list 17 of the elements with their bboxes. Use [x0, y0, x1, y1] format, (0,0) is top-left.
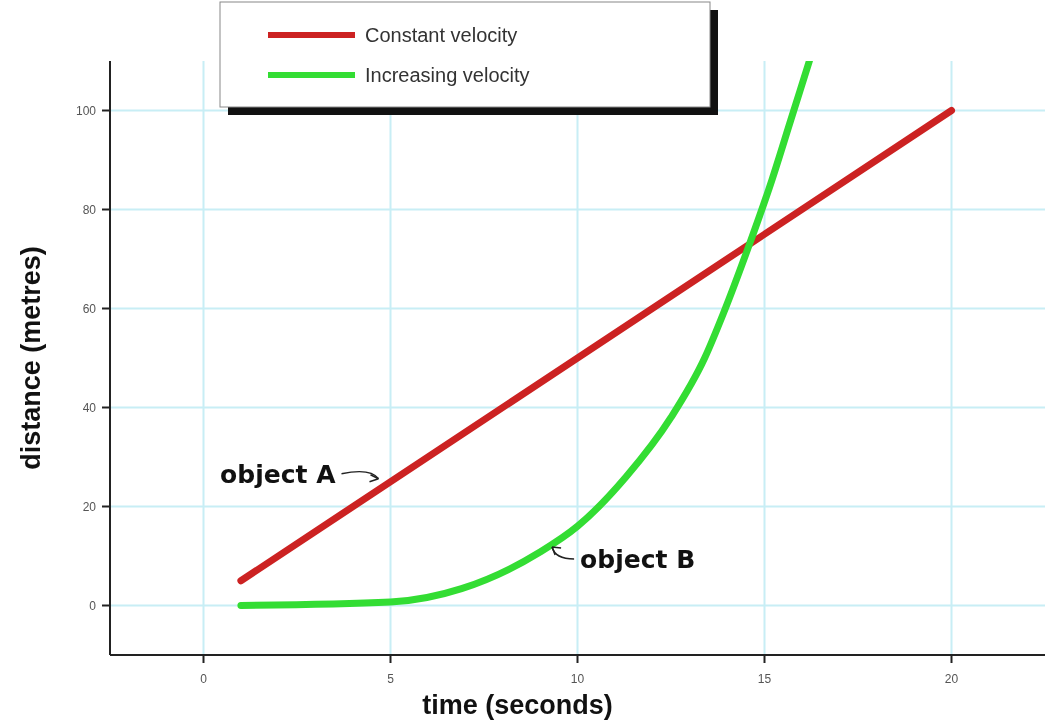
legend-label: Constant velocity — [365, 24, 518, 46]
y-tick-label: 40 — [82, 400, 97, 415]
x-tick-label: 15 — [757, 672, 772, 686]
annotation: object A — [220, 459, 337, 489]
x-tick-label: 5 — [387, 672, 395, 686]
y-tick-label: 0 — [89, 598, 97, 613]
y-tick-label: 100 — [75, 103, 97, 118]
x-tick-label: 10 — [570, 672, 585, 686]
y-axis-title: distance (metres) — [16, 246, 46, 470]
y-tick-label: 80 — [82, 202, 97, 217]
y-tick-label: 20 — [82, 499, 97, 514]
x-tick-label: 0 — [200, 672, 208, 686]
x-axis-title: time (seconds) — [422, 690, 613, 720]
x-tick-label: 20 — [944, 672, 959, 686]
annotation: object B — [580, 544, 696, 574]
y-tick-label: 60 — [82, 301, 97, 316]
legend-label: Increasing velocity — [365, 64, 530, 86]
